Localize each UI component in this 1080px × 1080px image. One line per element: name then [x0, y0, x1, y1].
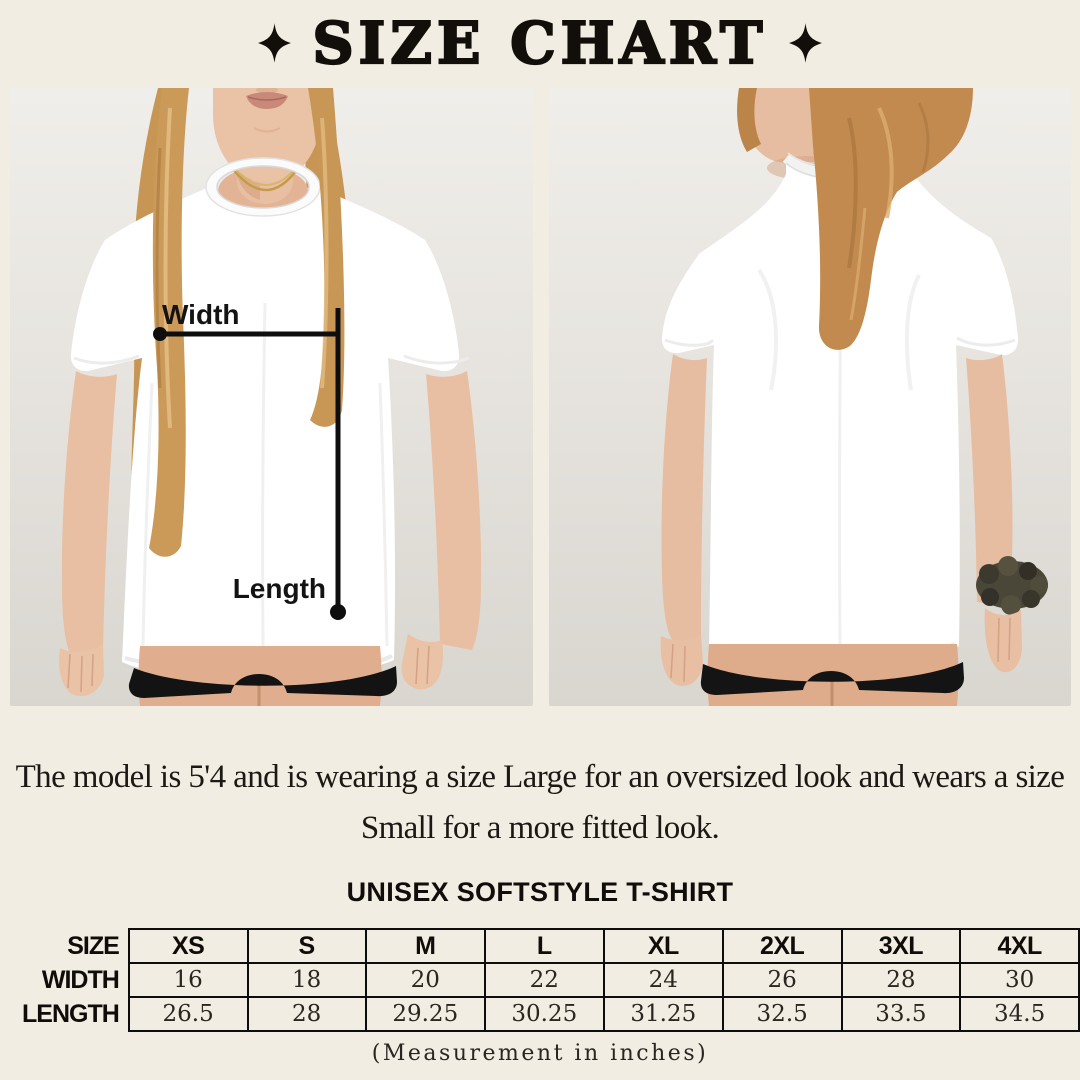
width-cell: 30 [959, 962, 1080, 998]
length-cell: 30.25 [483, 996, 605, 1032]
width-cell: 20 [364, 962, 486, 998]
front-model-illustration [59, 88, 482, 706]
row-label-width: WIDTH [41, 965, 120, 994]
length-cell: 29.25 [364, 996, 486, 1032]
back-photo [549, 88, 1071, 706]
width-cell: 28 [840, 962, 962, 998]
page-title: SIZE CHART [311, 8, 768, 77]
width-measure-line [153, 327, 338, 341]
size-cell: 3XL [840, 928, 962, 964]
back-model-illustration [660, 88, 1048, 706]
width-cell: 24 [602, 962, 724, 998]
width-cell: 26 [721, 962, 843, 998]
table-row-length: LENGTH 26.5 28 29.25 30.25 31.25 32.5 33… [22, 996, 1080, 1032]
size-cell: XS [127, 928, 249, 964]
length-measure-line [330, 308, 346, 620]
length-label: Length [232, 573, 326, 604]
scrunchie [976, 556, 1048, 615]
length-cell: 33.5 [840, 996, 962, 1032]
length-cell: 31.25 [602, 996, 724, 1032]
model-fit-description: The model is 5'4 and is wearing a size L… [0, 752, 1080, 854]
row-label-length: LENGTH [22, 999, 120, 1028]
width-cell: 16 [127, 962, 249, 998]
size-cell: 2XL [721, 928, 843, 964]
size-cell: XL [602, 928, 724, 964]
size-cell: S [246, 928, 367, 964]
size-cell: M [364, 928, 486, 964]
length-cell: 32.5 [721, 996, 843, 1032]
width-cell: 22 [483, 962, 605, 998]
width-cell: 18 [246, 962, 367, 998]
sparkle-icon [257, 23, 291, 63]
size-cell: L [483, 928, 605, 964]
length-cell: 34.5 [959, 996, 1080, 1032]
width-label: Width [162, 299, 240, 330]
table-row-width: WIDTH 16 18 20 22 24 26 28 30 [22, 962, 1080, 998]
size-table-title: UNISEX SOFTSTYLE T-SHIRT [346, 877, 734, 907]
length-cell: 26.5 [127, 996, 249, 1032]
size-table: SIZE XS S M L XL 2XL 3XL 4XL WIDTH 16 18… [22, 928, 1080, 1032]
row-label-size: SIZE [67, 931, 120, 960]
measurement-units-note: (Measurement in inches) [371, 1041, 709, 1066]
sparkle-icon [789, 23, 823, 63]
title-row: SIZE CHART [0, 4, 1080, 82]
length-cell: 28 [246, 996, 367, 1032]
model-fit-text: The model is 5'4 and is wearing a size L… [15, 759, 1065, 847]
front-photo: Width Length [10, 88, 533, 706]
table-row-sizes: SIZE XS S M L XL 2XL 3XL 4XL [22, 928, 1080, 964]
size-cell: 4XL [959, 928, 1080, 964]
